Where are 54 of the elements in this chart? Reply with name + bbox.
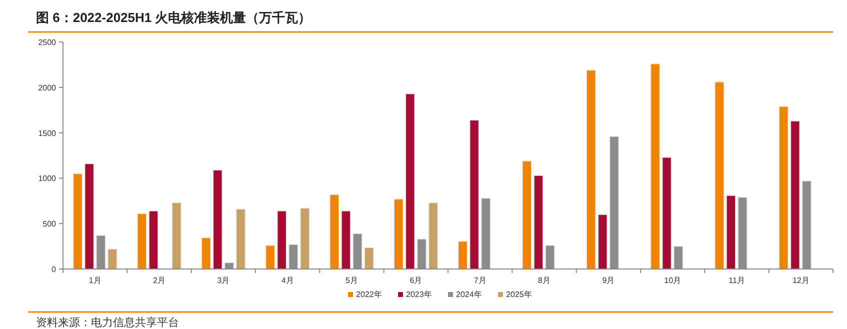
bar (598, 214, 608, 270)
x-tick-label: 3月 (217, 276, 230, 285)
legend-label: 2022年 (356, 290, 382, 299)
bar (790, 120, 800, 270)
bar (137, 213, 147, 270)
x-tick-label: 1月 (88, 276, 102, 285)
bar (341, 210, 351, 270)
bar (726, 195, 736, 270)
chart-title: 图 6：2022-2025H1 火电核准装机量（万千瓦） (36, 10, 312, 25)
bar (428, 202, 438, 270)
bar (276, 210, 287, 270)
bar (265, 244, 276, 270)
bar (778, 106, 788, 270)
x-tick-label: 11月 (728, 276, 745, 285)
bar (650, 63, 660, 270)
bar (522, 160, 532, 270)
y-tick-label: 1500 (38, 128, 57, 138)
bar (458, 240, 468, 270)
bar (405, 93, 416, 270)
bar (72, 173, 83, 270)
bar (586, 70, 596, 270)
y-tick-label: 2500 (38, 38, 57, 47)
legend-label: 2024年 (456, 290, 482, 299)
legend-label: 2025年 (506, 290, 532, 299)
x-tick-label: 9月 (602, 276, 615, 285)
y-tick-label: 500 (42, 220, 57, 229)
x-tick-label: 10月 (664, 276, 682, 285)
x-tick-label: 7月 (474, 276, 486, 285)
x-tick-label: 2月 (153, 276, 166, 285)
x-tick-label: 6月 (410, 276, 422, 285)
y-tick-label: 1000 (38, 174, 57, 184)
bar (108, 248, 118, 270)
bar (714, 82, 724, 270)
bar (469, 120, 480, 270)
x-tick-label: 12月 (792, 276, 810, 285)
y-tick-label: 0 (52, 265, 57, 274)
bar (330, 194, 340, 270)
bar (212, 170, 223, 270)
legend-label: 2023年 (406, 290, 432, 299)
bar (662, 156, 672, 270)
bar (364, 247, 374, 270)
bar (148, 210, 158, 270)
bar (300, 208, 310, 270)
bar (236, 208, 246, 270)
text: 资料来源：电力信息共享平台 (36, 316, 179, 329)
x-tick-label: 8月 (538, 276, 550, 285)
bar (84, 163, 94, 270)
bar (172, 202, 182, 270)
bar (394, 198, 404, 270)
x-tick-label: 5月 (346, 276, 358, 285)
x-tick-label: 4月 (281, 276, 294, 285)
bar (201, 237, 211, 270)
bar (534, 175, 544, 270)
y-tick-label: 2000 (38, 83, 57, 92)
